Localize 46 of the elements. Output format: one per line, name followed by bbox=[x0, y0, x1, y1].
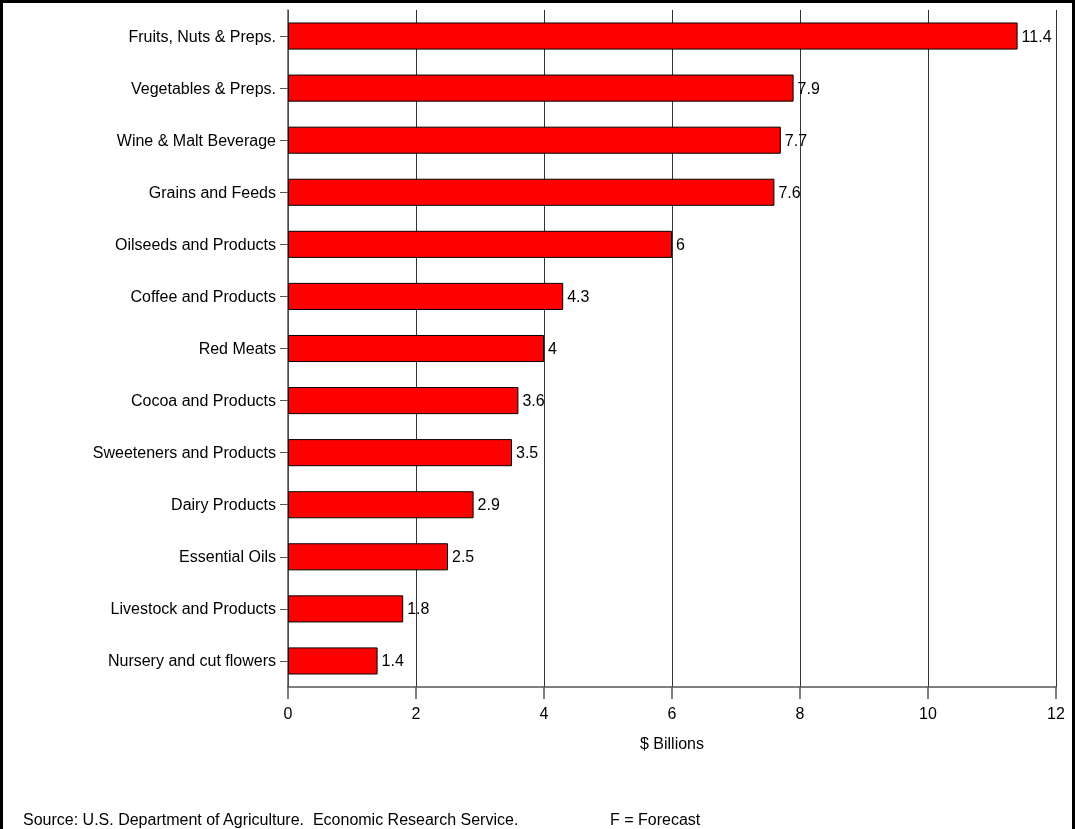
y-tick-label: Livestock and Products bbox=[110, 600, 276, 618]
bar bbox=[288, 491, 474, 519]
data-label: 2.5 bbox=[452, 548, 475, 566]
x-tick-label: 0 bbox=[283, 704, 293, 722]
bar bbox=[288, 126, 781, 154]
bar bbox=[288, 22, 1018, 50]
text: F = Forecast bbox=[610, 810, 701, 828]
x-tick-label: 10 bbox=[919, 704, 937, 722]
data-label: 3.6 bbox=[522, 392, 545, 410]
data-label: 11.4 bbox=[1021, 27, 1052, 45]
y-tick-label: Nursery and cut flowers bbox=[107, 652, 276, 670]
data-label: 7.6 bbox=[778, 183, 801, 201]
y-tick-label: Dairy Products bbox=[171, 496, 276, 514]
bar bbox=[288, 178, 775, 206]
bar bbox=[288, 439, 512, 467]
bar bbox=[288, 282, 564, 310]
data-label: 2.9 bbox=[477, 496, 500, 514]
y-tick-label: Sweeteners and Products bbox=[92, 444, 276, 462]
y-tick-label: Wine & Malt Beverage bbox=[116, 131, 277, 149]
bar bbox=[288, 595, 404, 623]
data-label: 1.4 bbox=[381, 652, 404, 670]
x-axis-title: $ Billions bbox=[639, 734, 705, 752]
x-tick-label: 6 bbox=[667, 704, 677, 722]
bar bbox=[288, 647, 378, 675]
y-tick-label: Vegetables & Preps. bbox=[131, 79, 276, 97]
data-label: 6 bbox=[676, 235, 685, 253]
y-tick-label: Essential Oils bbox=[179, 548, 276, 566]
bar bbox=[288, 230, 672, 258]
x-tick-label: 12 bbox=[1047, 704, 1065, 722]
bar bbox=[288, 334, 544, 363]
bar bbox=[288, 543, 448, 571]
bar bbox=[288, 387, 519, 415]
source-note: Source: U.S. Department of Agriculture. Economic Research Service. bbox=[23, 810, 519, 828]
bar bbox=[288, 74, 794, 102]
y-tick-label: Red Meats bbox=[198, 340, 276, 357]
x-tick-label: 4 bbox=[539, 704, 549, 722]
data-label: 4 bbox=[548, 340, 557, 357]
y-tick-label: Oilseeds and Products bbox=[115, 235, 276, 253]
y-tick-label: Fruits, Nuts & Preps. bbox=[128, 27, 276, 45]
x-tick-label: 8 bbox=[795, 704, 805, 722]
x-tick-label: 2 bbox=[411, 704, 421, 722]
data-label: 3.5 bbox=[516, 444, 539, 462]
y-tick-label: Coffee and Products bbox=[130, 287, 276, 305]
y-tick-label: Grains and Feeds bbox=[148, 183, 276, 201]
y-tick-label: Cocoa and Products bbox=[131, 392, 276, 410]
data-label: 4.3 bbox=[567, 287, 590, 305]
